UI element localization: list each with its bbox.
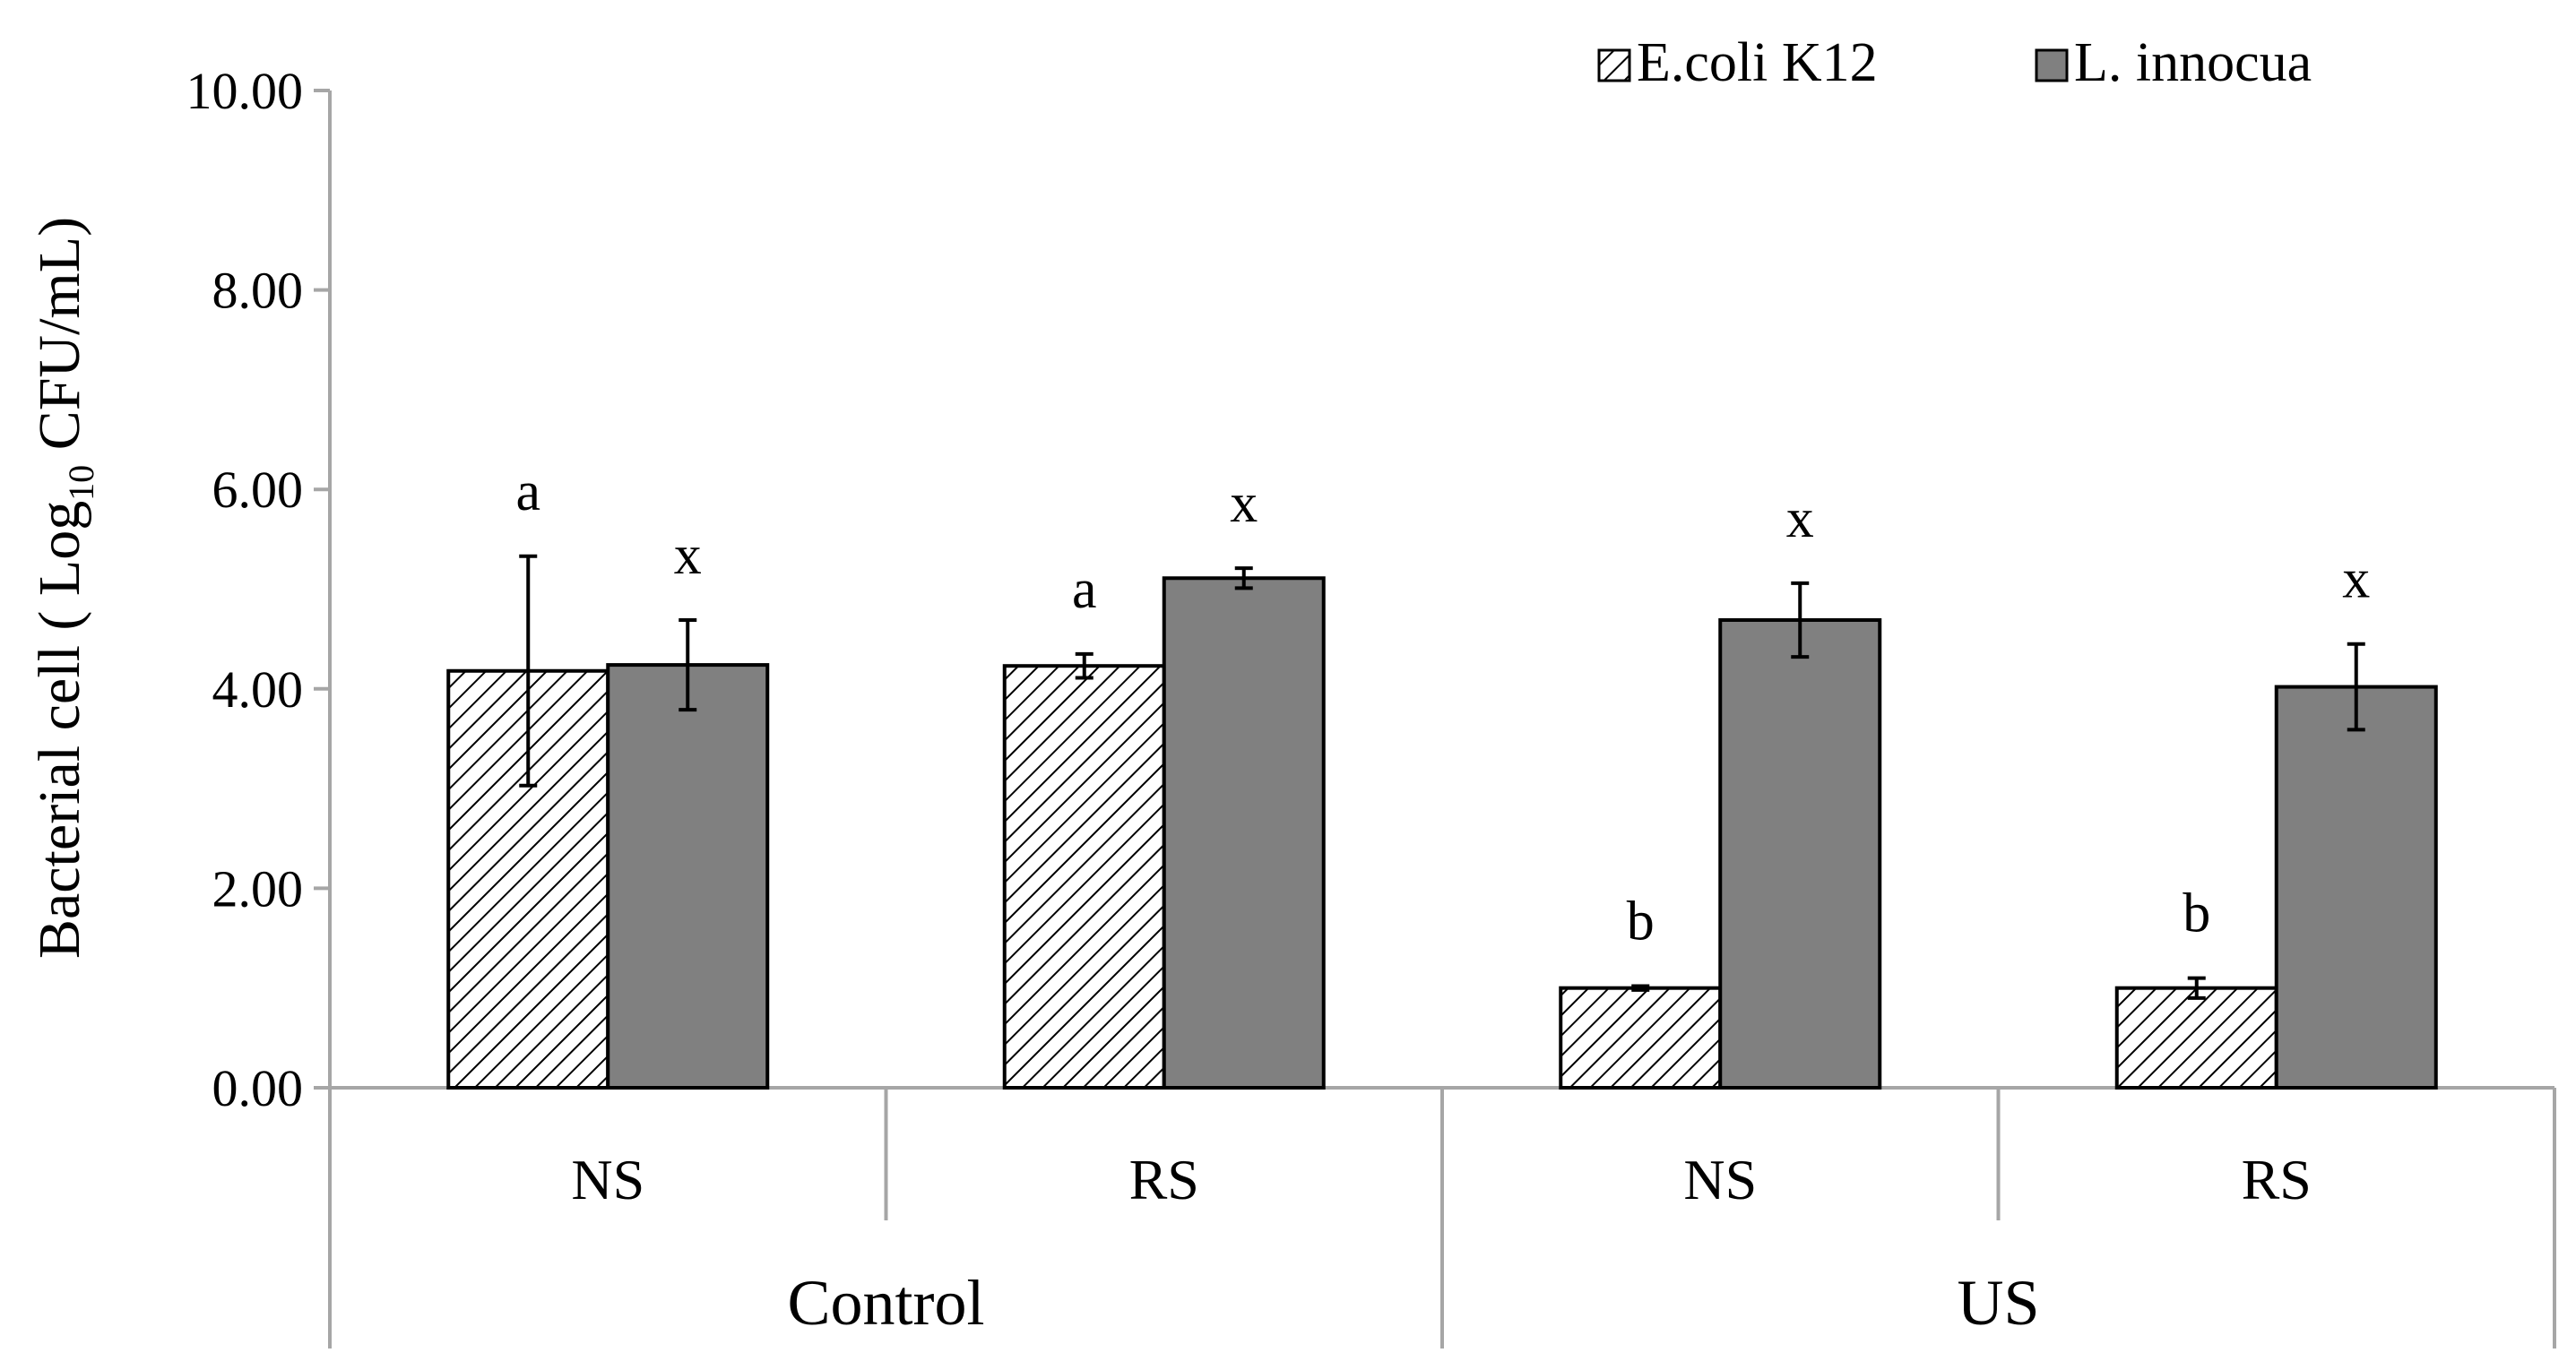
y-tick-label: 6.00	[212, 461, 304, 519]
y-tick-label: 2.00	[212, 859, 304, 918]
error-bar	[2347, 642, 2365, 732]
significance-label: x	[1786, 488, 1814, 549]
error-bar	[519, 554, 538, 788]
error-bar	[679, 618, 697, 712]
y-axis-label: Bacterial cell ( Log10 CFU/mL)	[27, 217, 101, 959]
significance-label: a	[1072, 559, 1097, 620]
category-label: RS	[2242, 1148, 2312, 1211]
bar-linnocua	[1162, 576, 1326, 1090]
error-bar	[1631, 984, 1650, 992]
legend-label-linnocua: L. innocua	[2074, 32, 2312, 93]
category-label: NS	[571, 1148, 644, 1211]
significance-label: x	[674, 525, 702, 586]
significance-label: b	[2183, 883, 2210, 944]
group-label: US	[1957, 1267, 2039, 1339]
error-bar	[1234, 566, 1253, 590]
y-axis-label-prefix: Bacterial cell ( Log	[27, 501, 92, 959]
significance-label: x	[1230, 473, 1258, 534]
legend-swatch-ecoli	[1597, 48, 1631, 82]
group-label: Control	[787, 1267, 984, 1339]
legend: E.coli K12 L. innocua	[1597, 32, 2312, 93]
significance-label: b	[1627, 891, 1655, 952]
y-axis-label-suffix: CFU/mL)	[27, 217, 92, 465]
y-tick-label: 4.00	[212, 660, 304, 719]
bar-linnocua	[606, 663, 770, 1090]
category-label: RS	[1129, 1148, 1199, 1211]
significance-label: a	[515, 461, 540, 522]
significance-label: x	[2342, 549, 2370, 610]
bar-linnocua	[2274, 685, 2438, 1090]
y-axis-label-subscript: 10	[61, 465, 101, 501]
y-tick-label: 0.00	[212, 1059, 304, 1117]
y-tick-label: 10.00	[186, 62, 304, 120]
bar-linnocua	[1718, 618, 1882, 1090]
bar-ecoli	[2114, 986, 2278, 1090]
legend-swatch-linnocua	[2035, 48, 2069, 82]
bar-ecoli	[1559, 986, 1723, 1090]
category-label: NS	[1683, 1148, 1757, 1211]
error-bar	[1075, 651, 1094, 680]
y-tick-label: 8.00	[212, 262, 304, 320]
error-bar	[2187, 976, 2206, 1000]
legend-label-ecoli: E.coli K12	[1637, 32, 1878, 93]
error-bar	[1791, 581, 1810, 659]
bar-ecoli	[1002, 664, 1166, 1090]
